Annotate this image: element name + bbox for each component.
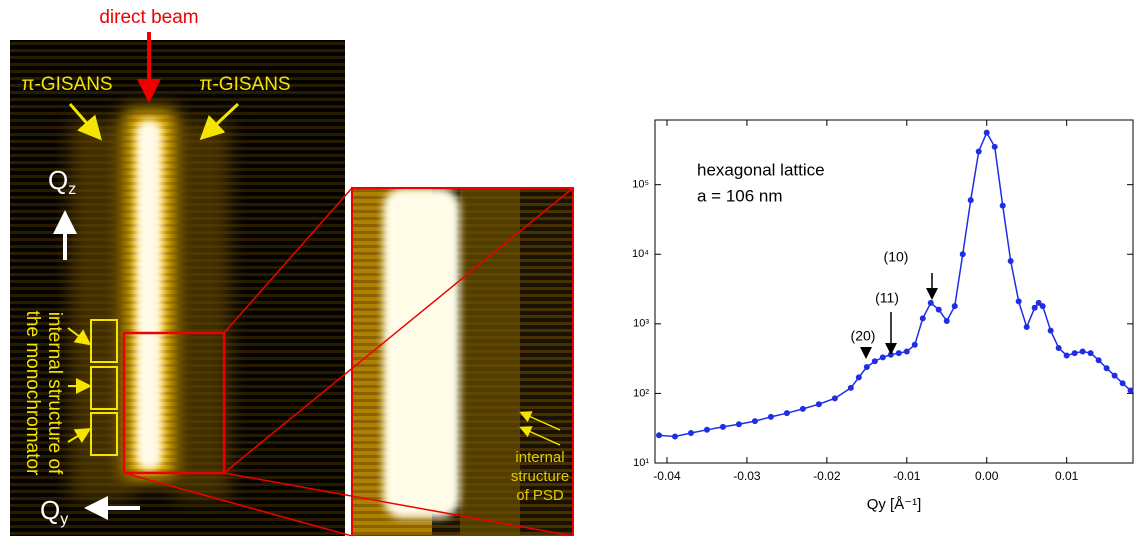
y-tick-label: 10³ xyxy=(633,318,649,330)
point xyxy=(1039,303,1046,310)
axis-label: Qz xyxy=(48,165,76,198)
x-tick-label: 0.00 xyxy=(975,469,999,483)
chart: 10¹ 10² 10³ 10⁴ 10⁵ -0.04 -0.03 -0.02 -0.01 0.00 0… xyxy=(632,119,1134,513)
zoom-box xyxy=(122,331,226,475)
point xyxy=(1087,350,1094,357)
annotation: a = 106 nm xyxy=(697,186,783,205)
x-tick-label: 0.01 xyxy=(1055,469,1079,483)
point xyxy=(975,148,982,155)
annotation: (10) xyxy=(884,249,909,265)
detector-image xyxy=(10,40,345,536)
zoom-line xyxy=(123,472,353,536)
label: direct beam xyxy=(99,7,198,28)
arrow xyxy=(68,103,102,141)
point xyxy=(815,401,822,408)
point xyxy=(983,129,990,136)
point xyxy=(703,426,710,433)
point xyxy=(1095,357,1102,364)
point xyxy=(943,317,950,324)
annotation: hexagonal lattice xyxy=(697,160,825,179)
point xyxy=(1119,380,1126,387)
label: π-GISANS xyxy=(21,74,112,95)
annotation: (20) xyxy=(851,328,876,344)
point xyxy=(999,202,1006,209)
point xyxy=(1127,387,1134,394)
zoom-line xyxy=(223,187,574,474)
point xyxy=(735,421,742,428)
x-tick-label: -0.03 xyxy=(733,469,761,483)
point xyxy=(895,350,902,357)
point xyxy=(1079,348,1086,355)
arrow xyxy=(199,102,240,141)
zoom-line xyxy=(223,472,574,536)
boxes xyxy=(67,319,118,456)
point xyxy=(1063,352,1070,359)
y-tick-label: 10⁵ xyxy=(632,179,649,191)
point xyxy=(719,423,726,430)
point xyxy=(879,354,886,361)
point xyxy=(855,374,862,381)
point xyxy=(1047,327,1054,334)
point xyxy=(959,251,966,258)
x-tick-label: -0.04 xyxy=(653,469,681,483)
zoom-image xyxy=(352,188,573,536)
point xyxy=(1031,304,1038,311)
point xyxy=(919,315,926,322)
point xyxy=(751,418,758,425)
point xyxy=(1111,372,1118,379)
point xyxy=(951,303,958,310)
point xyxy=(967,197,974,204)
annotation: (11) xyxy=(875,290,899,306)
point xyxy=(887,351,894,358)
x-tick-label: -0.02 xyxy=(813,469,841,483)
point xyxy=(767,413,774,420)
point xyxy=(687,429,694,436)
point xyxy=(1007,257,1014,264)
point xyxy=(655,432,662,439)
x-axis-label: Qy [Å⁻¹] xyxy=(867,496,922,513)
point xyxy=(927,299,934,306)
point xyxy=(871,358,878,365)
point xyxy=(1071,350,1078,357)
axis-label: Qy xyxy=(40,495,68,528)
label: of PSD xyxy=(516,487,564,504)
arrow xyxy=(519,426,561,446)
point xyxy=(1055,344,1062,351)
y-tick-label: 10² xyxy=(633,387,649,399)
label: structure xyxy=(511,468,569,485)
point xyxy=(799,405,806,412)
point xyxy=(911,341,918,348)
label: π-GISANS xyxy=(199,74,290,95)
y-tick-label: 10⁴ xyxy=(632,248,649,260)
point xyxy=(1023,324,1030,331)
label: internal structure of xyxy=(44,312,65,475)
point xyxy=(783,410,790,417)
zoom-line xyxy=(223,187,353,334)
label: internal xyxy=(515,449,564,466)
point xyxy=(831,395,838,402)
point xyxy=(1103,365,1110,372)
point xyxy=(1015,298,1022,305)
plot-frame xyxy=(654,119,1134,464)
point xyxy=(863,363,870,370)
arrow xyxy=(519,411,561,431)
point xyxy=(903,348,910,355)
point xyxy=(1035,299,1042,306)
point xyxy=(991,143,998,150)
zoom-frame xyxy=(351,187,574,536)
y-tick-label: 10¹ xyxy=(633,457,649,469)
x-tick-label: -0.01 xyxy=(893,469,921,483)
label: the monochromator xyxy=(22,311,43,476)
point xyxy=(935,306,942,313)
point xyxy=(671,433,678,440)
point xyxy=(847,384,854,391)
